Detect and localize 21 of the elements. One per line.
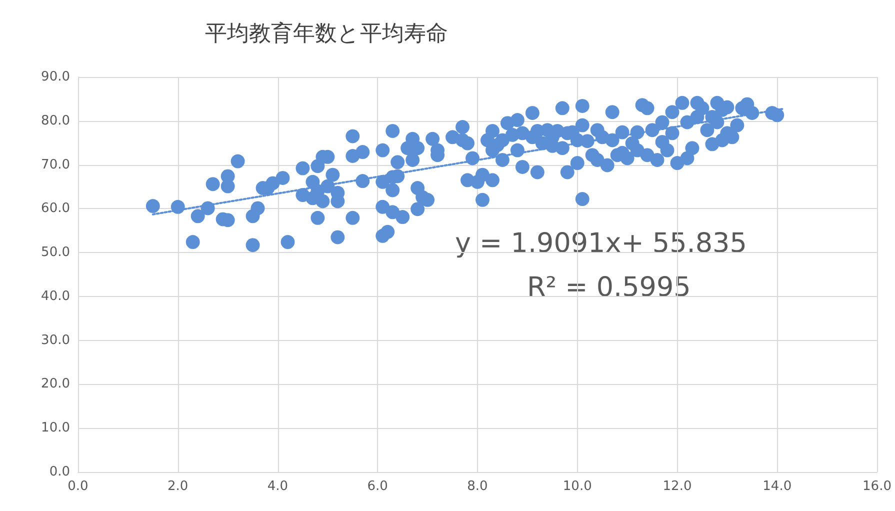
y-tick-label: 90.0 bbox=[41, 70, 70, 84]
y-tick-label: 60.0 bbox=[41, 201, 70, 216]
x-tick-label: 8.0 bbox=[467, 479, 488, 494]
x-tick-label: 6.0 bbox=[367, 479, 388, 494]
chart-title: 平均教育年数と平均寿命 bbox=[205, 20, 448, 46]
x-tick-label: 0.0 bbox=[68, 479, 88, 494]
y-tick-label: 80.0 bbox=[41, 113, 70, 128]
y-tick-label: 30.0 bbox=[41, 332, 70, 348]
y-tick-label: 70.0 bbox=[41, 157, 70, 172]
y-tick-label: 40.0 bbox=[41, 288, 70, 304]
y-tick-label: 0.0 bbox=[49, 464, 70, 480]
y-tick-label: 50.0 bbox=[41, 245, 70, 260]
y-tick-label: 10.0 bbox=[41, 420, 70, 436]
x-tick-label: 2.0 bbox=[168, 479, 188, 494]
x-tick-label: 4.0 bbox=[267, 479, 288, 494]
x-tick-label: 12.0 bbox=[662, 479, 692, 494]
x-tick-label: 16.0 bbox=[862, 479, 892, 494]
annotation: y = 1.9091x+ 55.835 bbox=[455, 228, 747, 259]
x-tick-label: 10.0 bbox=[562, 479, 592, 494]
x-tick-label: 14.0 bbox=[762, 479, 792, 494]
y-tick-label: 20.0 bbox=[41, 376, 70, 392]
